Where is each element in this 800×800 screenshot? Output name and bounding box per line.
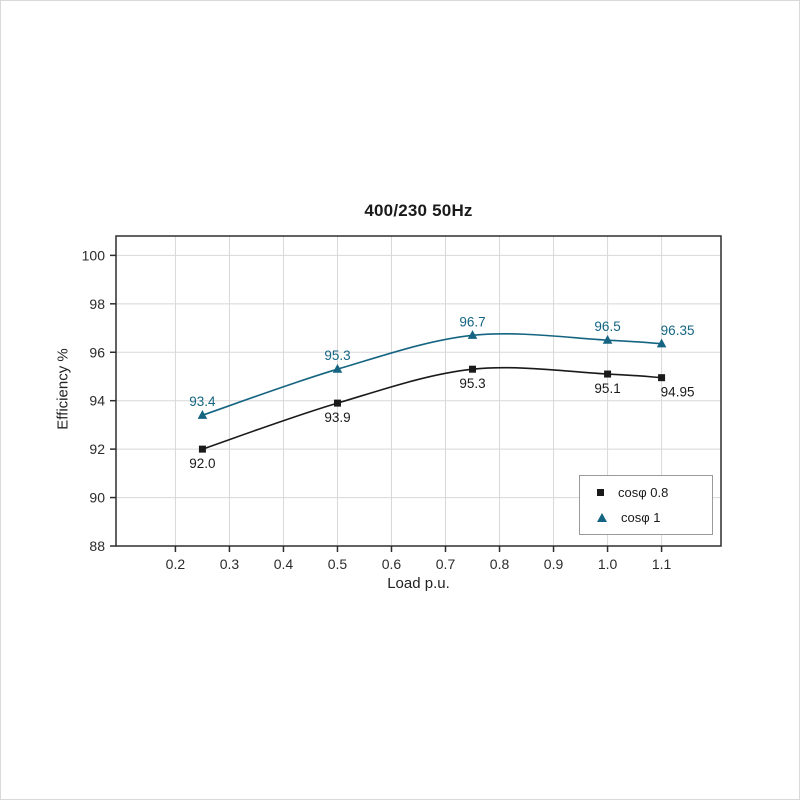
legend-label: cosφ 1 [621, 509, 661, 525]
svg-text:96: 96 [89, 344, 105, 360]
svg-text:1.0: 1.0 [598, 556, 618, 572]
chart-title: 400/230 50Hz [364, 201, 473, 220]
legend-item: cosφ 0.8 [580, 485, 712, 500]
svg-text:0.3: 0.3 [220, 556, 240, 572]
svg-text:93.9: 93.9 [324, 410, 350, 425]
svg-text:98: 98 [89, 296, 105, 312]
svg-text:92: 92 [89, 441, 105, 457]
svg-text:88: 88 [89, 538, 105, 554]
svg-text:95.1: 95.1 [594, 381, 620, 396]
svg-text:94.95: 94.95 [661, 385, 695, 400]
svg-text:1.1: 1.1 [652, 556, 672, 572]
legend-item: cosφ 1 [580, 510, 712, 525]
svg-text:95.3: 95.3 [324, 348, 350, 363]
svg-text:93.4: 93.4 [189, 394, 216, 409]
svg-text:0.4: 0.4 [274, 556, 294, 572]
svg-text:0.6: 0.6 [382, 556, 402, 572]
svg-text:95.3: 95.3 [459, 376, 485, 391]
svg-text:96.35: 96.35 [661, 323, 695, 338]
triangle-marker-icon [597, 512, 607, 522]
svg-text:96.5: 96.5 [594, 319, 620, 334]
svg-text:0.5: 0.5 [328, 556, 348, 572]
legend: cosφ 0.8 cosφ 1 [579, 475, 713, 535]
square-marker-icon [597, 489, 604, 497]
svg-text:92.0: 92.0 [189, 456, 215, 471]
svg-text:94: 94 [89, 393, 105, 409]
x-axis-label: Load p.u. [387, 575, 450, 592]
svg-text:96.7: 96.7 [459, 314, 485, 329]
svg-text:0.7: 0.7 [436, 556, 456, 572]
svg-text:90: 90 [89, 490, 105, 506]
svg-text:100: 100 [82, 247, 106, 263]
svg-text:0.9: 0.9 [544, 556, 564, 572]
svg-text:0.2: 0.2 [166, 556, 186, 572]
legend-label: cosφ 0.8 [618, 485, 669, 501]
svg-text:0.8: 0.8 [490, 556, 510, 572]
